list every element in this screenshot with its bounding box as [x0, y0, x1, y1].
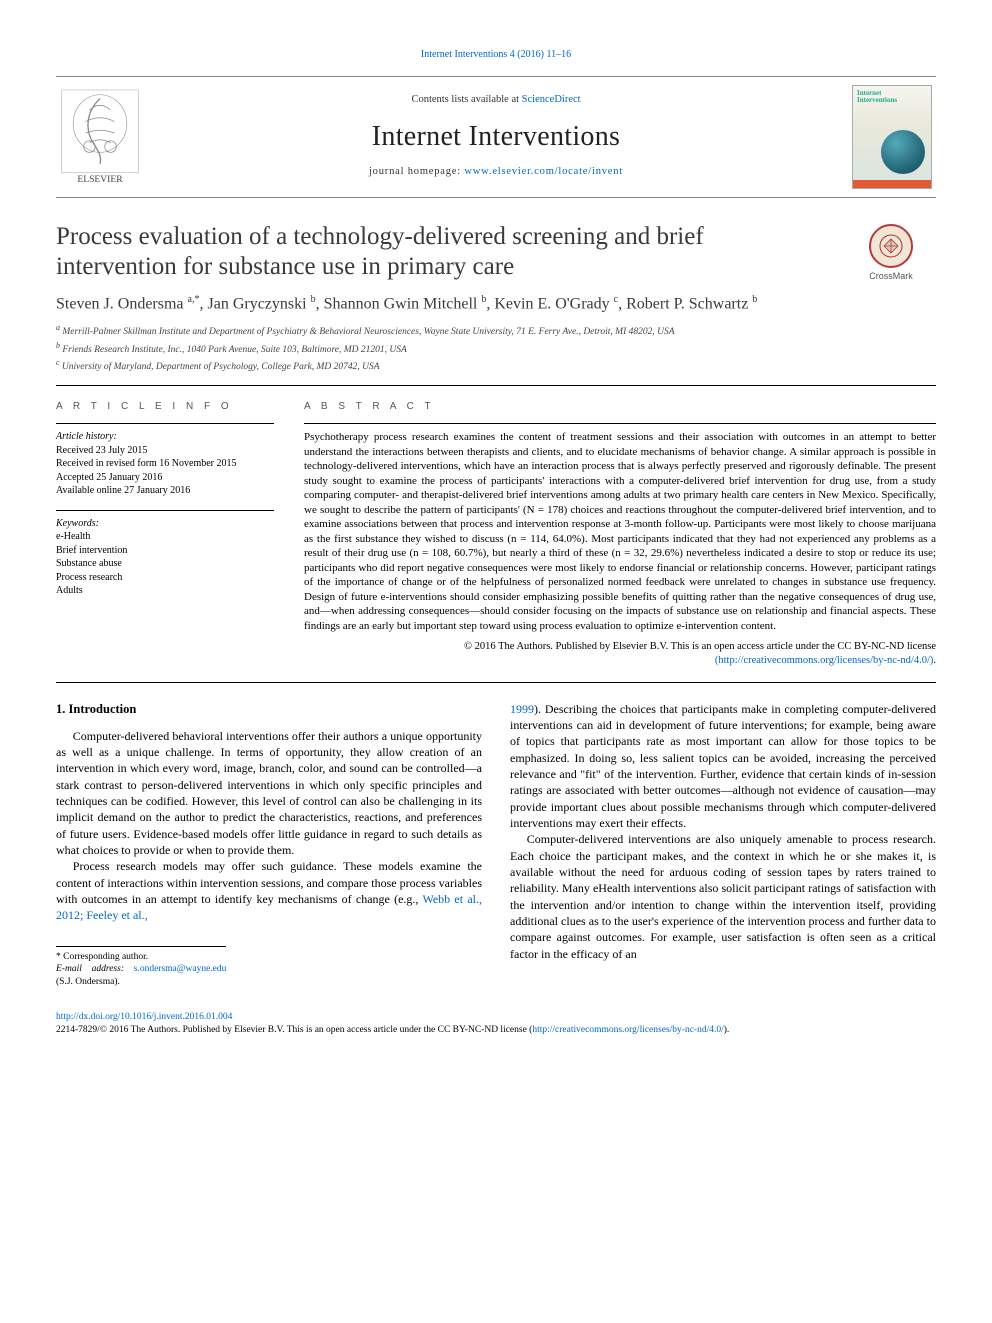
article-info-column: A R T I C L E I N F O Article history: R… — [56, 400, 274, 668]
journal-homepage-link[interactable]: www.elsevier.com/locate/invent — [464, 166, 623, 177]
abstract-heading: A B S T R A C T — [304, 400, 936, 414]
doi-link[interactable]: http://dx.doi.org/10.1016/j.invent.2016.… — [56, 1012, 232, 1022]
journal-masthead: ELSEVIER Contents lists available at Sci… — [56, 76, 936, 198]
crossmark-label: CrossMark — [869, 270, 913, 282]
issn-copyright-line: 2214-7829/© 2016 The Authors. Published … — [56, 1024, 936, 1037]
contents-line: Contents lists available at ScienceDirec… — [162, 93, 830, 107]
cc-license-link-footer[interactable]: http://creativecommons.org/licenses/by-n… — [532, 1025, 723, 1035]
cc-license-link[interactable]: (http://creativecommons.org/licenses/by-… — [715, 655, 934, 666]
crossmark-badge[interactable]: CrossMark — [846, 224, 936, 282]
history-line: Accepted 25 January 2016 — [56, 471, 274, 485]
introduction-heading: 1. Introduction — [56, 701, 482, 718]
horizontal-rule — [56, 385, 936, 386]
contents-prefix: Contents lists available at — [411, 94, 521, 105]
article-history-label: Article history: — [56, 430, 274, 444]
citation-link[interactable]: 1999 — [510, 702, 534, 716]
cover-globe-graphic — [881, 130, 925, 174]
keywords-block: Keywords: e-HealthBrief interventionSubs… — [56, 510, 274, 598]
elsevier-logo: ELSEVIER — [56, 85, 144, 189]
page-footer: http://dx.doi.org/10.1016/j.invent.2016.… — [56, 1011, 936, 1038]
journal-name: Internet Interventions — [162, 118, 830, 156]
body-column-left: 1. Introduction Computer-delivered behav… — [56, 701, 482, 989]
masthead-center: Contents lists available at ScienceDirec… — [162, 85, 830, 189]
copyright-text: © 2016 The Authors. Published by Elsevie… — [464, 641, 936, 652]
email-label: E-mail address: — [56, 964, 124, 974]
abstract-column: A B S T R A C T Psychotherapy process re… — [304, 400, 936, 668]
journal-homepage-line: journal homepage: www.elsevier.com/locat… — [162, 165, 830, 179]
keyword-line: e-Health — [56, 530, 274, 544]
corresponding-author-name: (S.J. Ondersma). — [56, 977, 120, 987]
article-info-heading: A R T I C L E I N F O — [56, 400, 274, 414]
body-paragraph: 1999). Describing the choices that parti… — [510, 701, 936, 832]
affiliation-line: a Merrill-Palmer Skillman Institute and … — [56, 322, 936, 339]
affiliation-line: b Friends Research Institute, Inc., 1040… — [56, 340, 936, 357]
corresponding-email-link[interactable]: s.ondersma@wayne.edu — [134, 964, 227, 974]
journal-cover-thumbnail: Internet Interventions — [848, 85, 936, 189]
corresponding-author-label: * Corresponding author. — [56, 951, 226, 964]
body-column-right: 1999). Describing the choices that parti… — [510, 701, 936, 989]
copyright-line: © 2016 The Authors. Published by Elsevie… — [304, 640, 936, 668]
body-paragraph: Process research models may offer such g… — [56, 858, 482, 923]
history-line: Received in revised form 16 November 201… — [56, 457, 274, 471]
abstract-text: Psychotherapy process research examines … — [304, 423, 936, 633]
journal-issue-reference: Internet Interventions 4 (2016) 11–16 — [56, 48, 936, 62]
cover-accent-bar — [853, 180, 931, 188]
article-title: Process evaluation of a technology-deliv… — [56, 222, 828, 283]
affiliation-list: a Merrill-Palmer Skillman Institute and … — [56, 322, 936, 374]
body-paragraph: Computer-delivered interventions are als… — [510, 831, 936, 962]
keyword-line: Process research — [56, 571, 274, 585]
keyword-line: Brief intervention — [56, 544, 274, 558]
corresponding-author-block: * Corresponding author. E-mail address: … — [56, 946, 226, 989]
homepage-prefix: journal homepage: — [369, 166, 464, 177]
body-paragraph: Computer-delivered behavioral interventi… — [56, 728, 482, 859]
crossmark-icon — [869, 224, 913, 268]
author-list: Steven J. Ondersma a,*, Jan Gryczynski b… — [56, 293, 936, 315]
history-line: Received 23 July 2015 — [56, 444, 274, 458]
article-body-columns: 1. Introduction Computer-delivered behav… — [56, 701, 936, 989]
article-history-block: Article history: Received 23 July 2015Re… — [56, 423, 274, 498]
cover-title-text: Internet Interventions — [857, 90, 897, 104]
horizontal-rule — [56, 682, 936, 683]
keywords-label: Keywords: — [56, 517, 274, 531]
keyword-line: Substance abuse — [56, 557, 274, 571]
affiliation-line: c University of Maryland, Department of … — [56, 357, 936, 374]
sciencedirect-link[interactable]: ScienceDirect — [522, 94, 581, 105]
journal-issue-link[interactable]: Internet Interventions 4 (2016) 11–16 — [421, 49, 571, 60]
keyword-line: Adults — [56, 584, 274, 598]
svg-text:ELSEVIER: ELSEVIER — [77, 174, 123, 185]
history-line: Available online 27 January 2016 — [56, 484, 274, 498]
